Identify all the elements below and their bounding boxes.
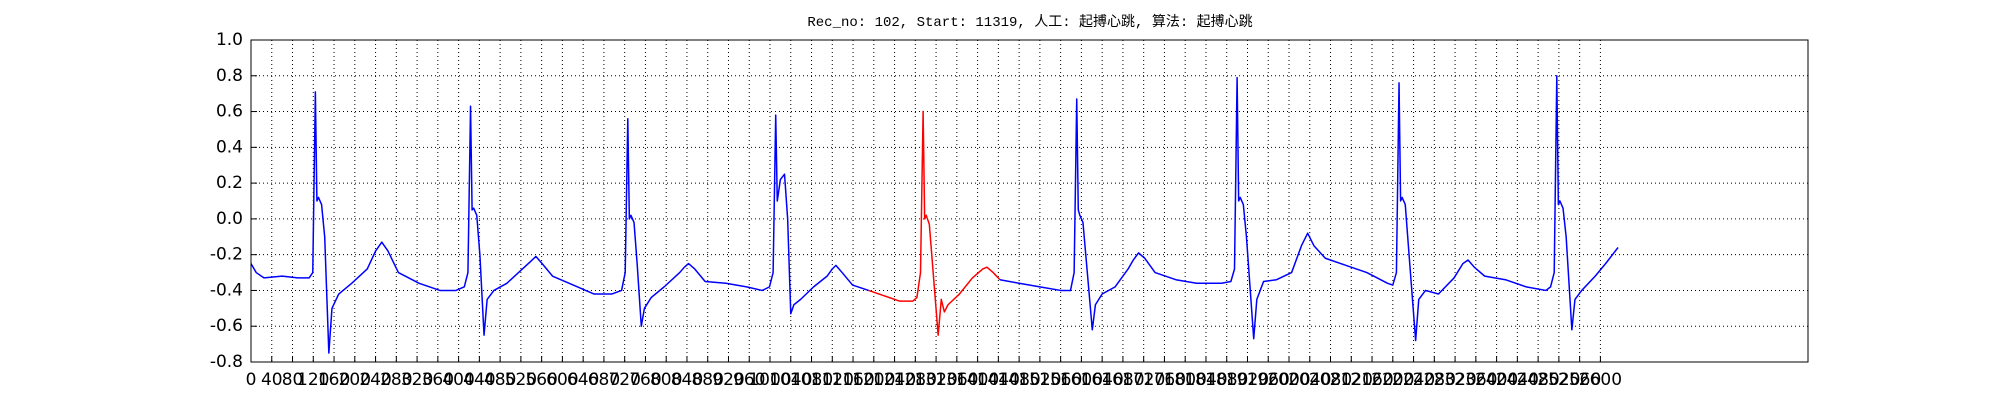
x-tick-label: 2040: [1288, 370, 1331, 390]
x-tick-label: 1520: [1018, 370, 1061, 390]
x-tick-label: 680: [588, 370, 620, 390]
x-tick-label: 320: [401, 370, 433, 390]
x-tick-label: 1360: [935, 370, 978, 390]
y-tick-label: 0.6: [216, 102, 243, 122]
ecg-line: [250, 91, 869, 354]
x-tick-label: 1680: [1101, 370, 1144, 390]
x-tick-label: 2520: [1537, 370, 1580, 390]
x-tick-label: 2000: [1267, 370, 1310, 390]
x-tick-label: 2560: [1558, 370, 1601, 390]
x-tick-label: 2120: [1330, 370, 1373, 390]
x-tick-label: 1000: [748, 370, 791, 390]
plot-frame: [250, 39, 1809, 363]
x-tick-label: 1560: [1039, 370, 1082, 390]
x-tick-label: 720: [608, 370, 640, 390]
x-tick-label: 2440: [1496, 370, 1539, 390]
x-tick-label: 2240: [1392, 370, 1435, 390]
x-tick-label: 440: [463, 370, 495, 390]
y-tick-label: -0.4: [210, 280, 243, 300]
x-tick-label: 2200: [1371, 370, 1414, 390]
y-tick-label: 0.4: [216, 137, 243, 157]
x-tick-label: 760: [629, 370, 661, 390]
ecg-line: [868, 110, 1001, 336]
x-tick-label: 280: [380, 370, 412, 390]
x-tick-label: 2320: [1433, 370, 1476, 390]
x-tick-label: 600: [546, 370, 578, 390]
x-tick-label: 1440: [977, 370, 1020, 390]
x-tick-label: 1920: [1226, 370, 1269, 390]
y-tick-label: 0.8: [216, 66, 243, 86]
x-tick-label: 1400: [956, 370, 999, 390]
chart-title: Rec_no: 102, Start: 11319, 人工: 起搏心跳, 算法:…: [807, 13, 1252, 31]
x-tick-label: 1880: [1205, 370, 1248, 390]
y-tick-label: 0.2: [216, 173, 243, 193]
x-tick-label: 920: [712, 370, 744, 390]
x-tick-label: 400: [442, 370, 474, 390]
x-tick-label: 2480: [1516, 370, 1559, 390]
x-tick-label: 560: [525, 370, 557, 390]
x-tick-label: 840: [671, 370, 703, 390]
x-tick-label: 1720: [1122, 370, 1165, 390]
x-tick-label: 520: [505, 370, 537, 390]
x-tick-label: 880: [691, 370, 723, 390]
x-tick-label: 0: [246, 370, 257, 390]
x-tick-label: 1160: [831, 370, 874, 390]
x-tick-label: 1600: [1060, 370, 1103, 390]
x-tick-label: 960: [733, 370, 765, 390]
y-tick-label: 0.0: [216, 209, 243, 229]
x-tick-label: 1640: [1081, 370, 1124, 390]
x-tick-label: 2360: [1454, 370, 1497, 390]
x-tick-label: 80: [282, 370, 304, 390]
x-tick-label: 240: [359, 370, 391, 390]
ecg-line: [999, 75, 1619, 342]
x-tick-label: 2280: [1413, 370, 1456, 390]
x-tick-label: 40: [261, 370, 283, 390]
x-tick-label: 1840: [1184, 370, 1227, 390]
y-tick-label: -0.2: [210, 245, 243, 265]
x-tick-label: 1760: [1143, 370, 1186, 390]
x-tick-label: 200: [339, 370, 371, 390]
x-tick-label: 2160: [1350, 370, 1393, 390]
x-tick-label: 2080: [1309, 370, 1352, 390]
y-tick-label: -0.8: [210, 352, 243, 372]
x-tick-label: 1120: [811, 370, 854, 390]
x-tick-label: 1960: [1247, 370, 1290, 390]
x-tick-label: 1040: [769, 370, 812, 390]
x-tick-label: 2600: [1579, 370, 1622, 390]
x-tick-label: 640: [567, 370, 599, 390]
x-tick-label: 120: [297, 370, 329, 390]
y-tick-label: -0.6: [210, 316, 243, 336]
x-tick-label: 480: [484, 370, 516, 390]
x-tick-label: 1480: [997, 370, 1040, 390]
y-tick-label: 1.0: [216, 30, 243, 50]
x-tick-label: 1200: [852, 370, 895, 390]
x-tick-label: 800: [650, 370, 682, 390]
x-tick-label: 2400: [1475, 370, 1518, 390]
x-tick-label: 1240: [873, 370, 916, 390]
x-tick-label: 1320: [914, 370, 957, 390]
x-tick-label: 360: [422, 370, 454, 390]
x-tick-label: 1800: [1164, 370, 1207, 390]
x-tick-label: 1080: [790, 370, 833, 390]
x-tick-label: 1280: [894, 370, 937, 390]
x-tick-label: 160: [318, 370, 350, 390]
